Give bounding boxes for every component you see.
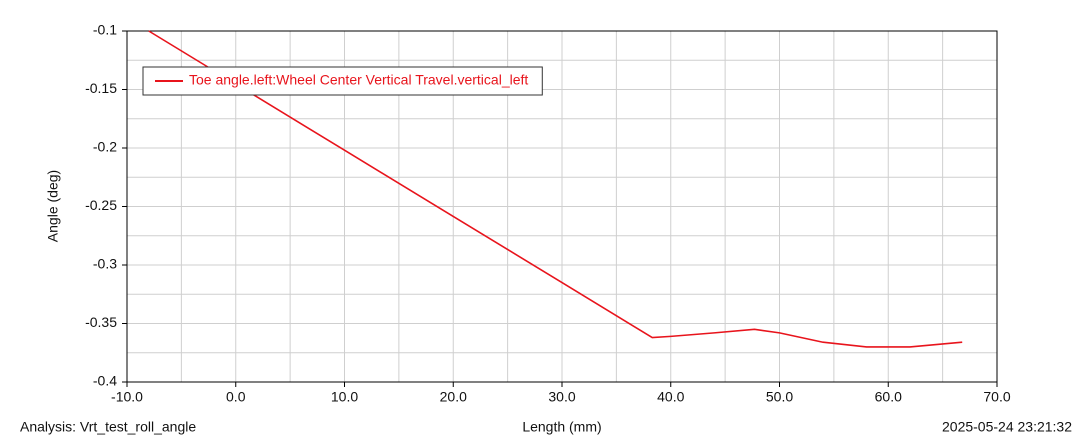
x-axis-label: Length (mm)	[522, 419, 601, 435]
x-tick-label: 40.0	[657, 389, 684, 405]
y-tick-label: -0.3	[93, 256, 117, 272]
x-tick-label: 60.0	[875, 389, 902, 405]
x-tick-label: 0.0	[226, 389, 246, 405]
y-axis-label: Angle (deg)	[45, 170, 61, 242]
y-tick-label: -0.25	[85, 197, 117, 213]
data-line	[148, 30, 963, 348]
y-tick-label: -0.2	[93, 139, 117, 155]
x-tick-label: 70.0	[983, 389, 1010, 405]
x-tick-label: 50.0	[766, 389, 793, 405]
timestamp: 2025-05-24 23:21:32	[942, 419, 1072, 435]
plot-frame	[126, 30, 998, 383]
x-tick-label: 10.0	[331, 389, 358, 405]
x-tick-label: 20.0	[440, 389, 467, 405]
legend-label: Toe angle.left:Wheel Center Vertical Tra…	[189, 72, 528, 88]
legend-box	[142, 66, 543, 96]
x-tick-label: 30.0	[548, 389, 575, 405]
y-tick-label: -0.15	[85, 80, 117, 96]
y-tick-label: -0.4	[93, 373, 117, 389]
y-tick-label: -0.35	[85, 314, 117, 330]
analysis-label: Analysis: Vrt_test_roll_angle	[20, 419, 196, 435]
x-tick-label: -10.0	[111, 389, 143, 405]
y-tick-label: -0.1	[93, 22, 117, 38]
